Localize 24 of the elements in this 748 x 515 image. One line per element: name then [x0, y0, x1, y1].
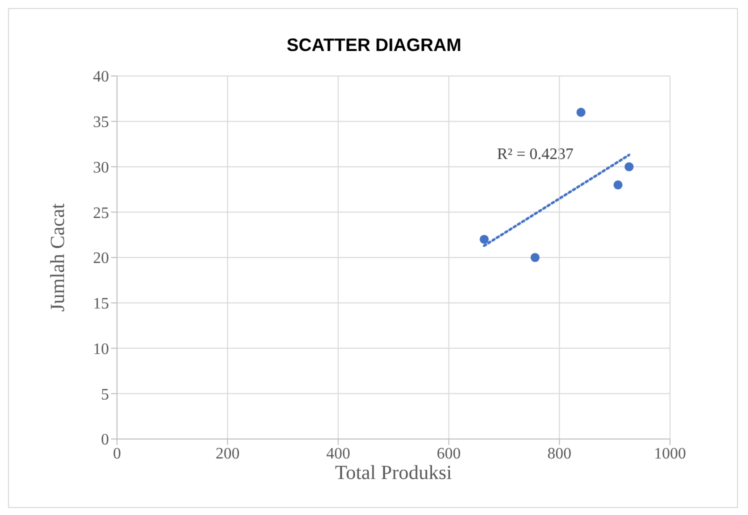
annotation: R² = 0.4237 — [497, 146, 574, 164]
x-tick-label: 200 — [216, 445, 240, 462]
y-tick-label: 20 — [93, 250, 109, 268]
y-tick-label: 15 — [93, 296, 109, 313]
y-tick-label: 35 — [93, 114, 109, 132]
y-tick-label: 10 — [93, 340, 109, 358]
point — [480, 234, 489, 244]
y-tick-label: 30 — [93, 159, 109, 176]
x-tick-label: 1000 — [654, 445, 686, 462]
x-tick-label: 600 — [436, 445, 461, 462]
x-tick-label: 0 — [113, 445, 121, 462]
point — [576, 108, 586, 117]
point — [624, 162, 634, 172]
chart-title: SCATTER DIAGRAM — [286, 35, 462, 56]
y-tick-label: 25 — [93, 204, 109, 222]
y-axis-title: Jumlah Cacat — [47, 202, 70, 312]
x-tick-label: 400 — [326, 445, 350, 462]
y-tick-label: 40 — [93, 68, 109, 86]
y-tick-label: 0 — [101, 432, 109, 449]
y-tick-label: 5 — [101, 386, 109, 404]
x-tick-label: 800 — [547, 445, 572, 462]
point — [614, 180, 623, 190]
x-axis-title: Total Produksi — [335, 462, 452, 484]
point — [530, 252, 540, 262]
